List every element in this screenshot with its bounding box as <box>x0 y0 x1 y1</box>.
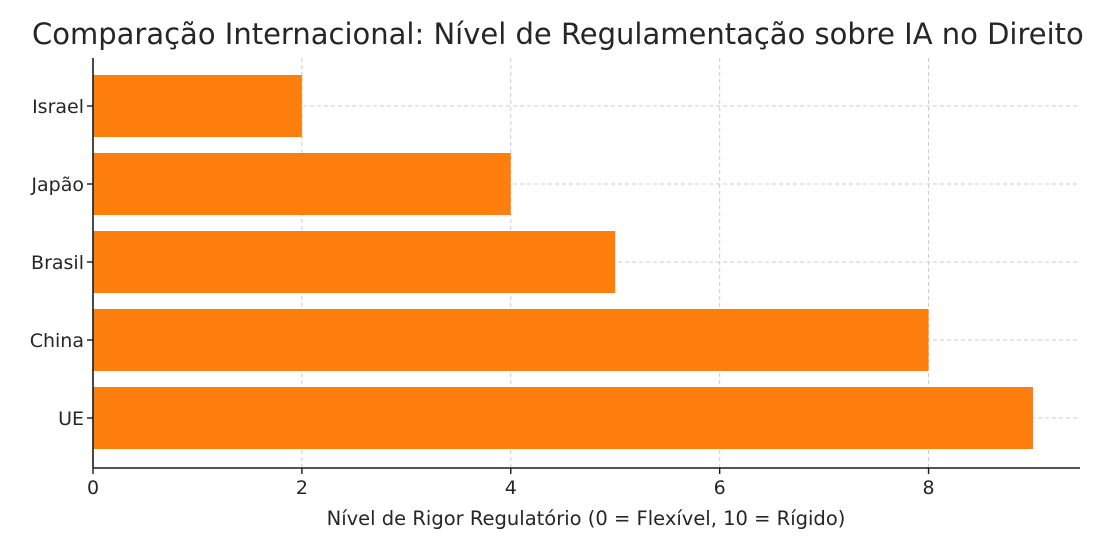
bar-israel <box>93 75 302 137</box>
x-tick-label: 8 <box>923 477 935 499</box>
bar-ue <box>93 387 1033 449</box>
axes <box>92 58 1080 469</box>
y-tick-label: Brasil <box>31 252 84 274</box>
x-tick-label: 2 <box>296 477 308 499</box>
x-tick-label: 0 <box>87 477 99 499</box>
bar-japao <box>93 153 511 215</box>
y-tick-label: UE <box>58 408 84 430</box>
x-axis-label: Nível de Rigor Regulatório (0 = Flexível… <box>327 507 846 530</box>
y-tick-label: Israel <box>32 96 84 118</box>
x-axis-ticks: 0 2 4 6 8 <box>87 468 935 499</box>
bar-china <box>93 309 929 371</box>
y-tick-label: Japão <box>30 174 84 196</box>
chart-title: Comparação Internacional: Nível de Regul… <box>32 17 1084 51</box>
y-tick-label: China <box>30 330 84 352</box>
bar-brasil <box>93 231 616 293</box>
y-axis-ticks: UE China Brasil Japão Israel <box>30 96 93 430</box>
bars <box>93 75 1033 449</box>
x-tick-label: 6 <box>714 477 726 499</box>
x-tick-label: 4 <box>505 477 517 499</box>
